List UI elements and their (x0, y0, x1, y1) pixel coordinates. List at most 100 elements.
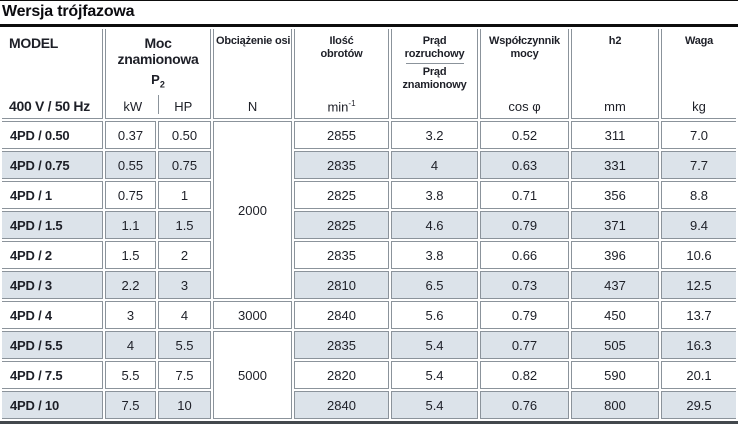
current-ratio-cell: 3.8 (391, 241, 479, 269)
kw-cell: 5.5 (105, 361, 156, 389)
voltage-label: 400 V / 50 Hz (9, 98, 90, 114)
power-factor-unit: cos φ (508, 99, 541, 114)
h2-cell: 437 (571, 271, 660, 299)
model-cell: 4PD / 4 (2, 301, 103, 329)
current-ratio-label: Prąd rozruchowy Prąd znamionowy (396, 35, 474, 92)
kw-cell: 2.2 (105, 271, 156, 299)
weight-unit: kg (692, 99, 706, 114)
power-factor-label: Współczynnik mocy (489, 35, 560, 60)
table-row: 4PD / 7.5 5.5 7.5 2820 5.4 0.82 590 20.1 (2, 361, 736, 389)
model-cell: 4PD / 1.5 (2, 211, 103, 239)
axle-load-unit: N (247, 99, 258, 114)
rpm-cell: 2835 (294, 151, 390, 179)
weight-cell: 7.7 (661, 151, 736, 179)
table-row: 4PD / 1.5 1.1 1.5 2825 4.6 0.79 371 9.4 (2, 211, 736, 239)
starting-current-label: Prąd rozruchowy (404, 35, 465, 60)
col-header-power-factor: Współczynnik mocy cos φ (480, 29, 570, 119)
weight-cell: 8.8 (661, 181, 736, 209)
axle-load-cell: 2000 (213, 121, 293, 299)
current-ratio-cell: 5.4 (391, 331, 479, 359)
kw-cell: 7.5 (105, 391, 156, 419)
model-cell: 4PD / 1 (2, 181, 103, 209)
weight-cell: 10.6 (661, 241, 736, 269)
weight-cell: 13.7 (661, 301, 736, 329)
h2-label: h2 (608, 35, 622, 47)
model-cell: 4PD / 10 (2, 391, 103, 419)
rpm-cell: 2835 (294, 241, 390, 269)
current-ratio-cell: 3.8 (391, 181, 479, 209)
col-header-current-ratio: Prąd rozruchowy Prąd znamionowy (391, 29, 479, 119)
model-cell: 4PD / 7.5 (2, 361, 103, 389)
rpm-cell: 2855 (294, 121, 390, 149)
weight-cell: 9.4 (661, 211, 736, 239)
bottom-rule (0, 421, 738, 424)
kw-cell: 0.75 (105, 181, 156, 209)
cos-phi-cell: 0.79 (480, 301, 570, 329)
section-title: Wersja trójfazowa (2, 3, 135, 20)
h2-unit: mm (604, 99, 626, 114)
current-ratio-cell: 5.4 (391, 361, 479, 389)
header-row: MODEL 400 V / 50 Hz Moc znamionowa P2 kW… (2, 29, 736, 119)
cos-phi-cell: 0.73 (480, 271, 570, 299)
cos-phi-cell: 0.77 (480, 331, 570, 359)
weight-cell: 12.5 (661, 271, 736, 299)
table-row: 4PD / 5.5 4 5.5 5000 2835 5.4 0.77 505 1… (2, 331, 736, 419)
hp-cell: 10 (158, 391, 212, 419)
table-row: 4PD / 2 1.5 2 2835 3.8 0.66 396 10.6 (2, 241, 736, 269)
h2-cell: 800 (571, 391, 660, 419)
model-cell: 4PD / 3 (2, 271, 103, 299)
h2-cell: 450 (571, 301, 660, 329)
table-row: 4PD / 0.50 0.37 0.50 2000 2855 3.2 0.52 … (2, 121, 736, 299)
table-row: 4PD / 10 7.5 10 2840 5.4 0.76 800 29.5 (2, 391, 736, 419)
fraction-line (405, 62, 464, 64)
h2-cell: 371 (571, 211, 660, 239)
h2-cell: 356 (571, 181, 660, 209)
model-label: MODEL (9, 35, 59, 51)
hp-cell: 2 (158, 241, 212, 269)
cos-phi-cell: 0.63 (480, 151, 570, 179)
rpm-cell: 2825 (294, 181, 390, 209)
power-symbol: P2 (151, 72, 165, 90)
table-row: 4PD / 1 0.75 1 2825 3.8 0.71 356 8.8 (2, 181, 736, 209)
cos-phi-cell: 0.66 (480, 241, 570, 269)
speed-label: Ilość obrotów (320, 35, 363, 60)
kw-cell: 4 (105, 331, 156, 359)
h2-cell: 396 (571, 241, 660, 269)
model-cell: 4PD / 0.75 (2, 151, 103, 179)
cos-phi-cell: 0.71 (480, 181, 570, 209)
hp-cell: 3 (158, 271, 212, 299)
unit-hp: HP (157, 95, 209, 114)
table-row: 4PD / 0.75 0.55 0.75 2835 4 0.63 331 7.7 (2, 151, 736, 179)
col-header-rated-power: Moc znamionowa P2 kW HP (105, 29, 212, 119)
kw-cell: 0.37 (105, 121, 156, 149)
kw-cell: 3 (105, 301, 156, 329)
weight-cell: 7.0 (661, 121, 736, 149)
h2-cell: 311 (571, 121, 660, 149)
speed-unit: min-1 (327, 98, 356, 114)
section-title-bar: Wersja trójfazowa (0, 0, 738, 27)
model-cell: 4PD / 2 (2, 241, 103, 269)
cos-phi-cell: 0.76 (480, 391, 570, 419)
h2-cell: 505 (571, 331, 660, 359)
weight-label: Waga (684, 35, 714, 47)
power-units: kW HP (108, 95, 208, 114)
rpm-cell: 2840 (294, 301, 390, 329)
axle-load-label: Obciążenie osi (216, 35, 291, 47)
cos-phi-cell: 0.79 (480, 211, 570, 239)
hp-cell: 1.5 (158, 211, 212, 239)
axle-load-cell: 3000 (213, 301, 293, 329)
model-cell: 4PD / 0.50 (2, 121, 103, 149)
hp-cell: 4 (158, 301, 212, 329)
rpm-cell: 2820 (294, 361, 390, 389)
rpm-cell: 2810 (294, 271, 390, 299)
rated-current-label: Prąd znamionowy (402, 65, 467, 91)
h2-cell: 331 (571, 151, 660, 179)
cos-phi-cell: 0.52 (480, 121, 570, 149)
rpm-cell: 2840 (294, 391, 390, 419)
kw-cell: 1.1 (105, 211, 156, 239)
cos-phi-cell: 0.82 (480, 361, 570, 389)
hp-cell: 5.5 (158, 331, 212, 359)
weight-cell: 20.1 (661, 361, 736, 389)
hp-cell: 1 (158, 181, 212, 209)
